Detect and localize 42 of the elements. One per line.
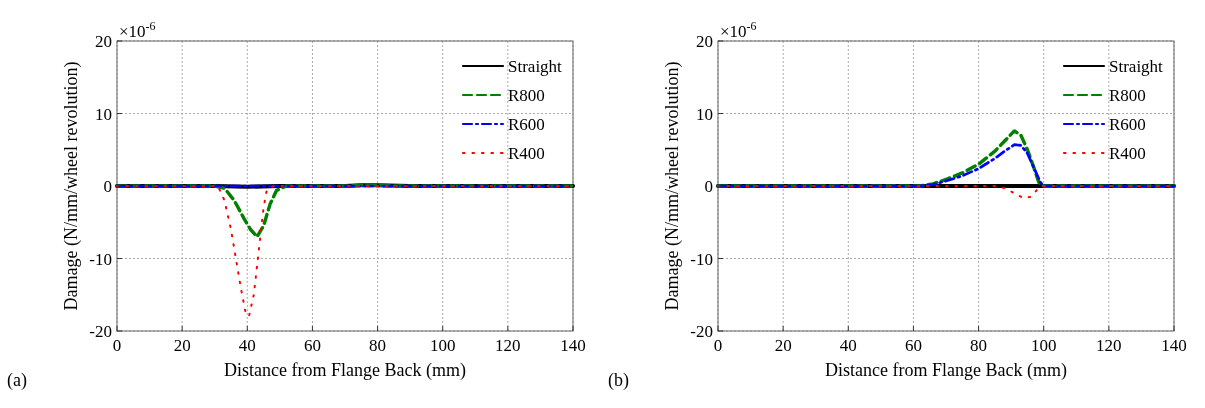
x-axis-title: Distance from Flange Back (mm): [825, 360, 1067, 381]
annotation: ×10$^{-6}$: [720, 19, 757, 41]
x-tick-label: 20: [774, 336, 792, 355]
y-tick-label: -10: [89, 249, 112, 269]
x-tick-label: 20: [173, 336, 191, 355]
legend-label: R600: [508, 115, 545, 134]
y-tick-label: -20: [89, 322, 112, 341]
text: (b): [608, 370, 629, 391]
y-tick-label: 0: [704, 177, 713, 196]
text: (a): [7, 370, 27, 391]
x-tick-label: 140: [560, 336, 586, 355]
legend-label: Straight: [508, 57, 563, 76]
y-tick-label: -20: [690, 322, 713, 341]
y-tick-label: 20: [95, 32, 112, 51]
y-axis-title: Damage (N/mm/wheel revolution): [61, 61, 82, 311]
y-tick-label: 20: [696, 32, 713, 51]
line-series: [115, 183, 575, 239]
y-tick-label: 10: [696, 104, 713, 124]
y-tick-label: 10: [95, 104, 112, 124]
x-tick-label: 40: [238, 336, 256, 355]
x-tick-label: 80: [369, 336, 387, 355]
y-tick-label: 0: [103, 177, 112, 196]
legend-label: R400: [1109, 144, 1146, 163]
y-tick-label: -10: [690, 249, 713, 269]
x-tick-label: 80: [970, 336, 988, 355]
x-tick-label: 120: [495, 336, 521, 355]
legend-label: R800: [508, 86, 545, 105]
legend-label: R400: [508, 144, 545, 163]
x-axis-title: Distance from Flange Back (mm): [224, 360, 466, 381]
x-tick-label: 100: [429, 336, 456, 355]
x-tick-label: 100: [1030, 336, 1057, 355]
x-tick-label: 120: [1096, 336, 1122, 355]
x-tick-label: 40: [839, 336, 857, 355]
y-axis-title: Damage (N/mm/wheel revolution): [662, 61, 683, 311]
line-series: [716, 129, 1176, 188]
legend-label: Straight: [1109, 57, 1164, 76]
x-tick-label: 60: [904, 336, 922, 355]
annotation: ×10$^{-6}$: [119, 19, 156, 41]
x-tick-label: 140: [1161, 336, 1187, 355]
legend-label: R600: [1109, 115, 1146, 134]
x-tick-label: 60: [303, 336, 321, 355]
legend-label: R800: [1109, 86, 1146, 105]
